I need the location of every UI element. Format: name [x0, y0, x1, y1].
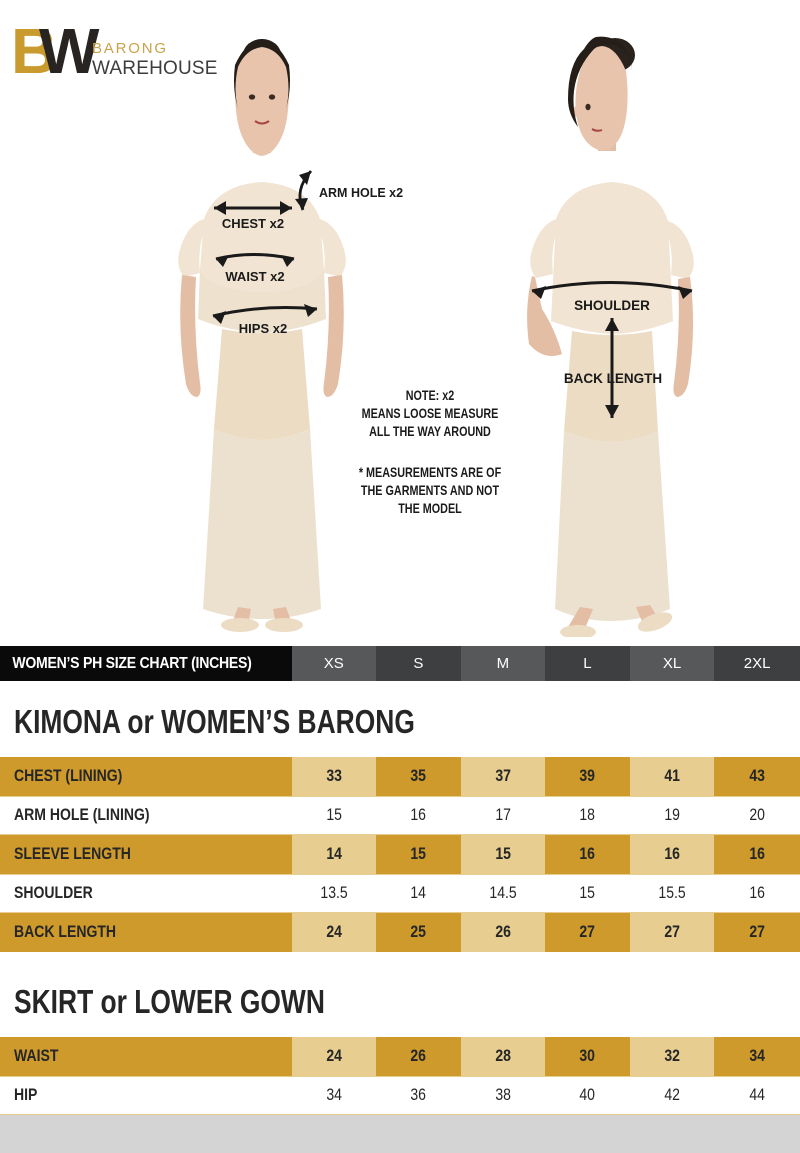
svg-text:WAIST x2: WAIST x2	[225, 269, 284, 284]
svg-text:SHOULDER: SHOULDER	[574, 298, 650, 313]
svg-text:ARM HOLE x2: ARM HOLE x2	[319, 186, 403, 200]
svg-text:CHEST x2: CHEST x2	[222, 216, 284, 231]
svg-text:HIPS x2: HIPS x2	[239, 321, 287, 336]
svg-text:THE GARMENTS AND NOT: THE GARMENTS AND NOT	[361, 483, 500, 498]
svg-text:* MEASUREMENTS ARE OF: * MEASUREMENTS ARE OF	[359, 465, 502, 480]
svg-text:THE MODEL: THE MODEL	[398, 501, 462, 516]
svg-text:ALL THE WAY AROUND: ALL THE WAY AROUND	[369, 424, 491, 439]
svg-text:MEANS LOOSE MEASURE: MEANS LOOSE MEASURE	[362, 406, 499, 421]
svg-text:BACK LENGTH: BACK LENGTH	[564, 371, 662, 386]
svg-text:NOTE: x2: NOTE: x2	[406, 388, 455, 403]
